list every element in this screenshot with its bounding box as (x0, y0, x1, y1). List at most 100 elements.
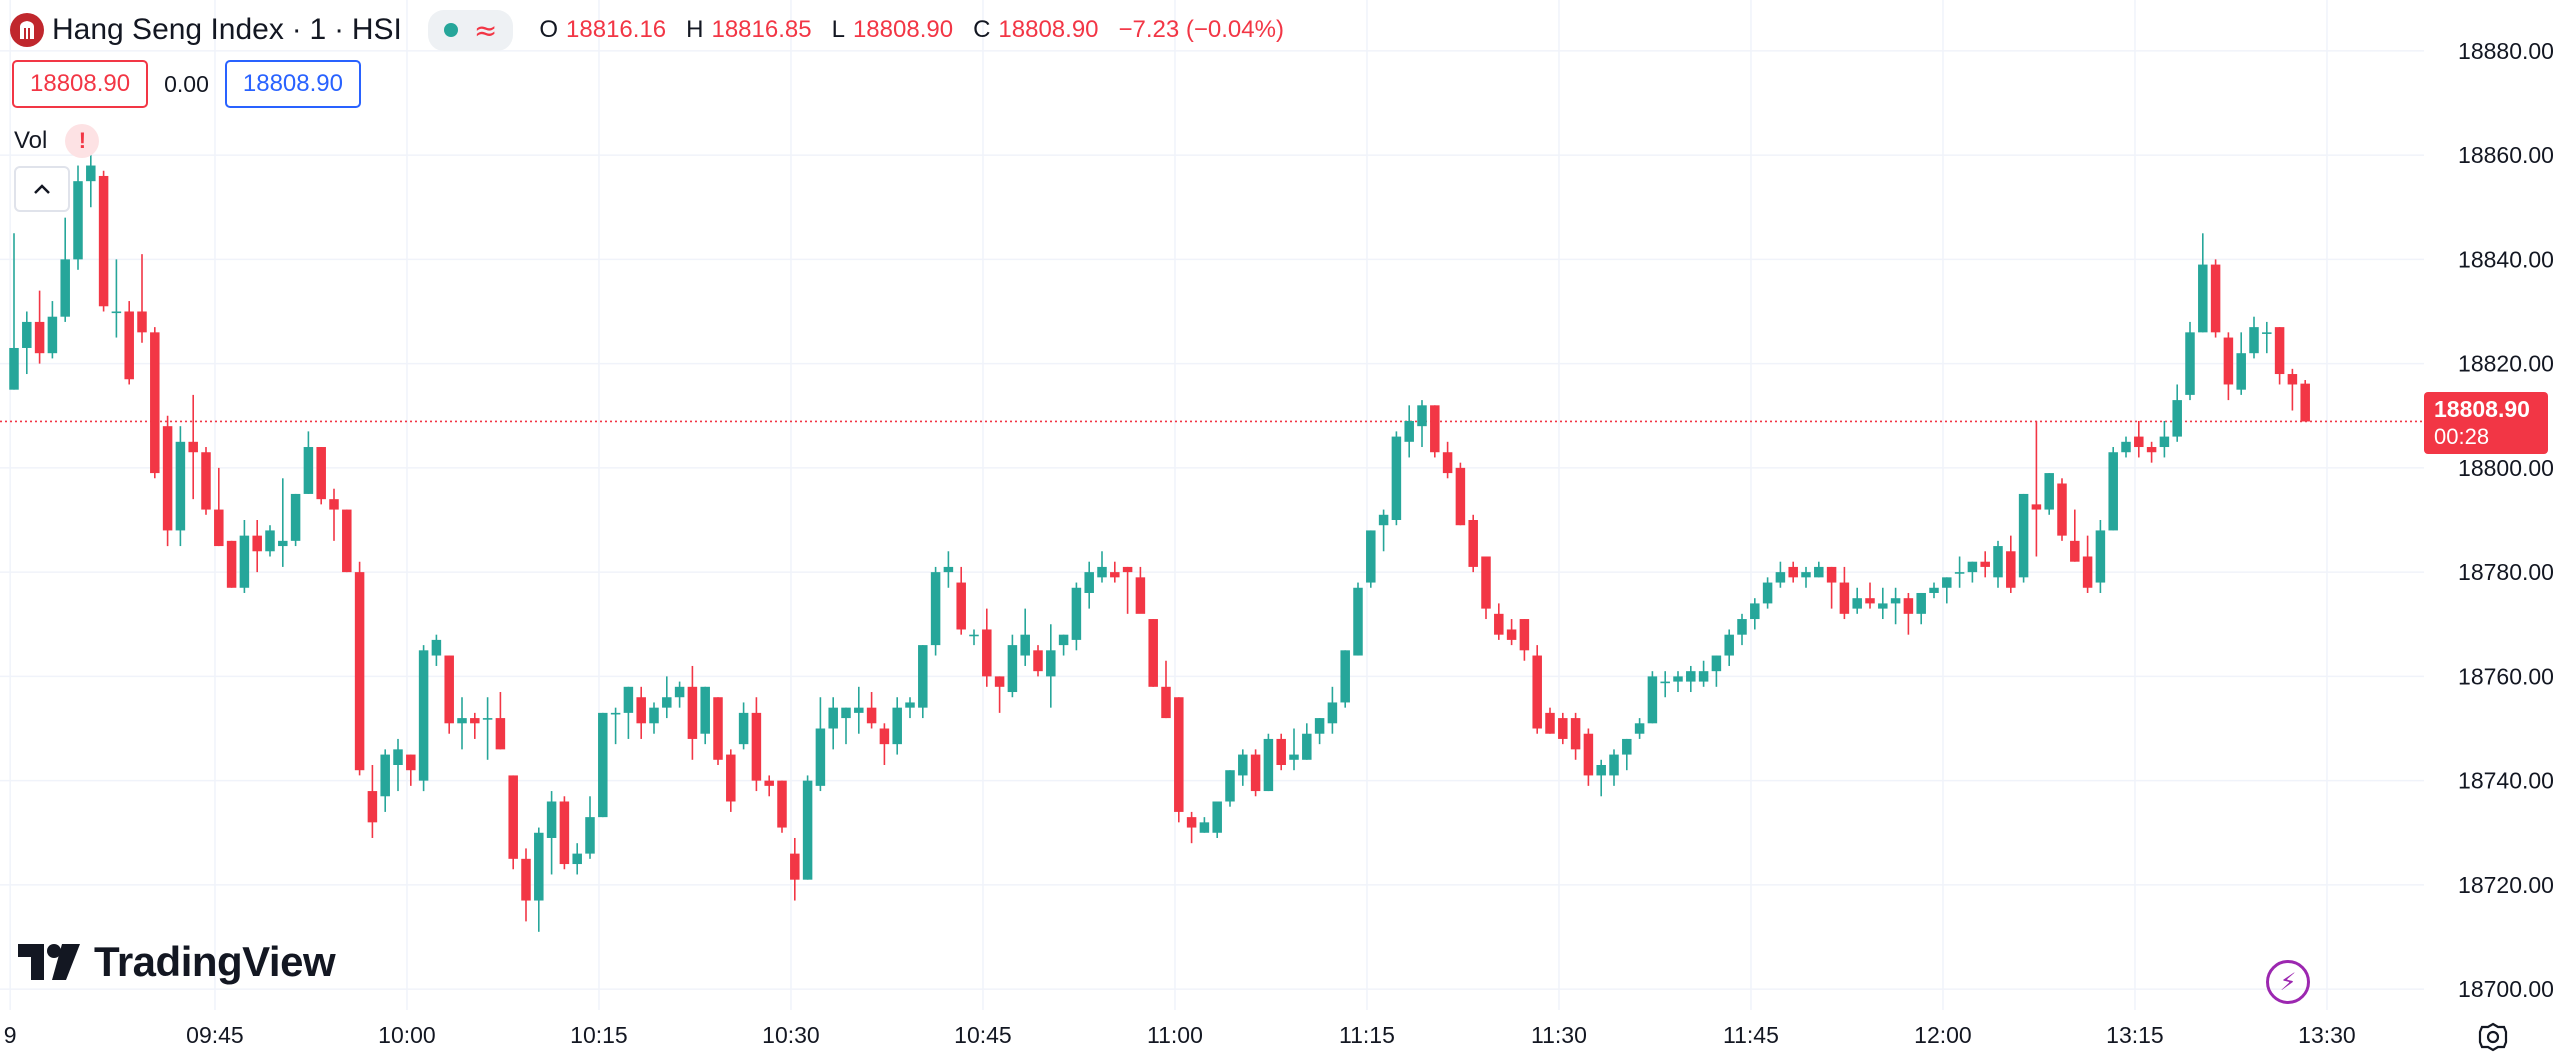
candle (1417, 400, 1427, 448)
candle (777, 780, 787, 833)
delayed-data-icon: ≈ (473, 13, 498, 47)
candle (9, 233, 19, 390)
candle-body (265, 530, 275, 552)
candle-body (918, 645, 928, 708)
candle (316, 447, 326, 505)
candle-body (22, 321, 32, 348)
candle-body (9, 347, 19, 390)
candle-body (1494, 613, 1504, 635)
candle-body (1878, 603, 1888, 609)
sell-button[interactable]: 18808.90 (12, 60, 149, 108)
candle (188, 394, 198, 500)
candle-body (1263, 738, 1274, 792)
candle-body (572, 853, 582, 865)
settings-gear-icon[interactable] (2476, 1020, 2510, 1054)
warning-icon[interactable]: ! (65, 124, 100, 158)
candle-body (790, 853, 800, 880)
exchange-label[interactable]: HSI (351, 13, 402, 46)
candle (418, 645, 429, 792)
volume-indicator-name[interactable]: Vol (14, 127, 48, 154)
candle-body (559, 801, 570, 865)
candle (1238, 749, 1248, 786)
candle (2300, 380, 2310, 422)
candle-body (1865, 598, 1875, 604)
candle (1161, 660, 1171, 719)
candle-body (252, 535, 262, 552)
candle (1967, 561, 1978, 583)
candle (303, 431, 314, 494)
candle (470, 712, 480, 739)
candle (2121, 436, 2131, 458)
interval-label[interactable]: 1 (309, 13, 327, 46)
candle-body (2018, 493, 2029, 578)
candle (201, 447, 211, 515)
candle (111, 259, 122, 338)
volume-indicator-legend[interactable]: Vol ! (14, 124, 100, 158)
lightning-icon[interactable]: ⚡ (2266, 960, 2310, 1004)
candle-body (1506, 629, 1517, 640)
candle (137, 254, 147, 343)
candle-body (815, 728, 826, 786)
candle (969, 629, 979, 646)
candle (572, 843, 582, 875)
candle-body (367, 791, 378, 823)
candle (534, 827, 544, 932)
candle-body (1276, 738, 1286, 765)
candle (1506, 619, 1517, 646)
candle-body (1788, 566, 1798, 578)
candle-body (406, 754, 416, 771)
candle-body (1020, 634, 1030, 656)
price-tick-label: 18700.00 (2458, 976, 2554, 1002)
market-status-pill[interactable]: ≈ (427, 9, 514, 51)
candle-body (1455, 467, 1466, 526)
time-tick-label: 11:00 (1147, 1022, 1203, 1048)
candle (1865, 582, 1875, 609)
candle (585, 796, 595, 859)
candle-body (2274, 327, 2285, 375)
candle (1212, 801, 1222, 838)
candle (1468, 514, 1478, 573)
candle-body (2159, 436, 2170, 448)
candle-body (1289, 754, 1299, 760)
candle-body (124, 311, 134, 380)
candle (226, 540, 237, 588)
candle (956, 566, 966, 635)
candle-body (290, 493, 301, 541)
candle-body (1814, 566, 1824, 578)
time-tick-label: 10:00 (378, 1022, 436, 1048)
candle (943, 551, 954, 588)
candle (1801, 566, 1811, 588)
candle-body (982, 629, 992, 677)
tradingview-logo[interactable]: TradingView (18, 938, 336, 986)
candle-body (623, 686, 634, 713)
candle-body (713, 697, 723, 760)
candle-body (1903, 598, 1914, 614)
candle (1276, 733, 1286, 771)
candle (367, 765, 378, 838)
candle-body (2210, 264, 2221, 333)
candle-body (2095, 530, 2106, 583)
candle-body (1711, 655, 1722, 672)
candle-body (687, 686, 698, 739)
candle-body (1148, 619, 1158, 687)
tradingview-mark-icon (18, 944, 80, 980)
candle (354, 561, 365, 776)
candle (73, 165, 83, 270)
candle (2172, 384, 2182, 442)
chart-grid (0, 0, 2424, 1010)
symbol-title[interactable]: Hang Seng Index (52, 13, 284, 46)
candle-body (86, 165, 96, 182)
candle-series (9, 149, 2310, 932)
candle (713, 697, 723, 765)
candle (674, 681, 685, 708)
buy-button[interactable]: 18808.90 (224, 60, 361, 108)
candle (329, 488, 339, 541)
candle (1788, 561, 1798, 583)
collapse-legend-button[interactable] (14, 166, 70, 212)
candle-body (188, 441, 198, 453)
candle (1660, 671, 1670, 698)
change-value: −7.23 (−0.04%) (1118, 16, 1284, 43)
candle-body (2300, 383, 2310, 422)
